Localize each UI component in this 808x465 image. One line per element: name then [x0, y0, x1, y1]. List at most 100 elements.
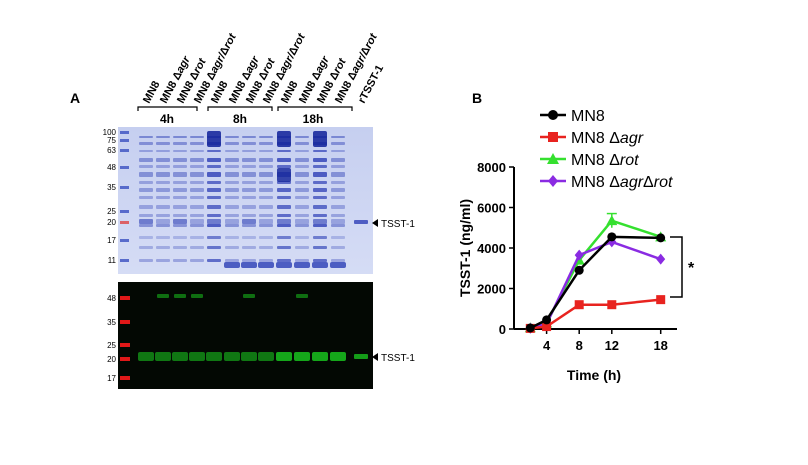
- ladder-bottom: 48 35 25 20 17: [107, 294, 130, 383]
- y-axis-label: TSST-1 (ng/ml): [457, 199, 473, 297]
- x-tick-label: 18: [653, 338, 667, 353]
- bracket-18h: [277, 106, 353, 111]
- ladder-band: [120, 186, 129, 189]
- ladder-mark-bottom: 25: [107, 341, 116, 350]
- chart-series: [524, 212, 667, 334]
- blot-lane: [330, 352, 346, 361]
- ladder-band: [120, 210, 129, 213]
- x-tick-label: 8: [576, 338, 583, 353]
- blot-lane: [172, 294, 188, 361]
- tsst1-arrow-bottom: TSST-1: [372, 353, 415, 364]
- gel-lane: [224, 136, 240, 268]
- blot-lane: [241, 294, 257, 361]
- blot-lane: [258, 352, 274, 361]
- legend-label: MN8 ΔagrΔrot: [571, 174, 673, 191]
- blot-lane: [189, 294, 205, 361]
- data-point: [656, 295, 666, 305]
- data-point: [574, 249, 584, 261]
- bracket-8h: [207, 106, 273, 111]
- gel-lane: [276, 131, 292, 268]
- ladder-band: [120, 357, 130, 361]
- gel-lane: [190, 136, 204, 262]
- blot-lane: [294, 294, 310, 361]
- ladder-mark-top: 25: [107, 207, 116, 216]
- time-group-4h: 4h: [160, 112, 174, 126]
- gel-lanes: [139, 131, 368, 268]
- panel-b-label: B: [472, 90, 482, 106]
- series-0: [525, 232, 666, 333]
- ladder-mark-top: 17: [107, 236, 116, 245]
- ladder-band: [120, 320, 130, 324]
- gel-lane: [241, 136, 257, 268]
- y-tick-label: 2000: [477, 282, 506, 297]
- ladder-mark-top: 75: [107, 136, 116, 145]
- legend-entry: MN8 ΔagrΔrot: [540, 174, 673, 191]
- legend-entry: MN8: [540, 108, 605, 125]
- ladder-band: [120, 376, 130, 380]
- gel-lane: [294, 136, 310, 268]
- significance-bracket: *: [670, 236, 695, 298]
- blot-lane: [138, 352, 154, 361]
- ladder-mark-top: 100: [103, 128, 117, 137]
- rtsst1-band: [354, 220, 368, 224]
- gel-lane: [173, 136, 187, 262]
- gel-lane: [139, 136, 153, 262]
- ladder-mark-bottom: 48: [107, 294, 116, 303]
- western-blot: [118, 282, 373, 389]
- blot-lane: [155, 294, 171, 361]
- ladder-mark-top: 35: [107, 183, 116, 192]
- blot-lane: [206, 352, 222, 361]
- ladder-mark-top: 63: [107, 146, 116, 155]
- gel-lane: [330, 136, 346, 268]
- data-point: [574, 300, 584, 310]
- ladder-mark-top: 20: [107, 218, 116, 227]
- legend-entry: MN8 Δagr: [540, 130, 644, 147]
- legend-entry: MN8 Δrot: [540, 152, 639, 169]
- gel-lane: [207, 131, 221, 262]
- x-tick-label: 12: [605, 338, 619, 353]
- ladder-band: [120, 259, 129, 262]
- chart-legend: MN8 MN8 Δagr MN8 Δrot MN8 ΔagrΔrot: [540, 108, 673, 191]
- rtsst1-blot-band: [354, 354, 368, 359]
- data-point: [525, 323, 535, 333]
- ladder-mark-bottom: 35: [107, 318, 116, 327]
- gel-lane: [258, 136, 274, 268]
- data-point: [548, 175, 558, 187]
- ladder-band: [120, 131, 129, 134]
- data-point: [574, 265, 584, 275]
- ladder-mark-bottom: 20: [107, 355, 116, 364]
- western-blot-background: [118, 282, 373, 389]
- coomassie-gel-background: [118, 127, 373, 274]
- arrow-icon: [372, 219, 378, 227]
- y-tick-label: 4000: [477, 241, 506, 256]
- series-line: [529, 235, 661, 330]
- panel-a-label: A: [70, 90, 80, 106]
- ladder-mark-bottom: 17: [107, 374, 116, 383]
- gel-lane: [156, 136, 170, 262]
- x-axis-label: Time (h): [567, 367, 621, 383]
- legend-label: MN8 Δagr: [571, 130, 644, 147]
- ladder-band: [120, 221, 129, 224]
- data-point: [607, 300, 617, 310]
- tsst1-label-top: TSST-1: [381, 219, 415, 230]
- bracket-4h: [137, 106, 198, 111]
- ladder-mark-top: 48: [107, 163, 116, 172]
- chart-axes: 0 2000 4000 6000 8000 4 8 12 18: [477, 160, 677, 353]
- y-tick-label: 0: [499, 322, 506, 337]
- blot-lanes: [138, 294, 368, 361]
- ladder-mark-top: 11: [108, 256, 117, 265]
- blot-lane: [312, 352, 328, 361]
- line-chart: 0 2000 4000 6000 8000 4 8 12 18 MN8 MN8 Δagr MN8 Δ…: [457, 108, 695, 383]
- data-point: [607, 232, 617, 242]
- data-point: [547, 153, 559, 164]
- tsst1-arrow-top: TSST-1: [372, 219, 415, 230]
- blot-lane: [224, 352, 240, 361]
- data-point: [548, 132, 558, 142]
- ladder-band: [120, 296, 130, 300]
- data-point: [548, 110, 558, 120]
- series-1: [525, 295, 666, 333]
- data-point: [542, 315, 552, 325]
